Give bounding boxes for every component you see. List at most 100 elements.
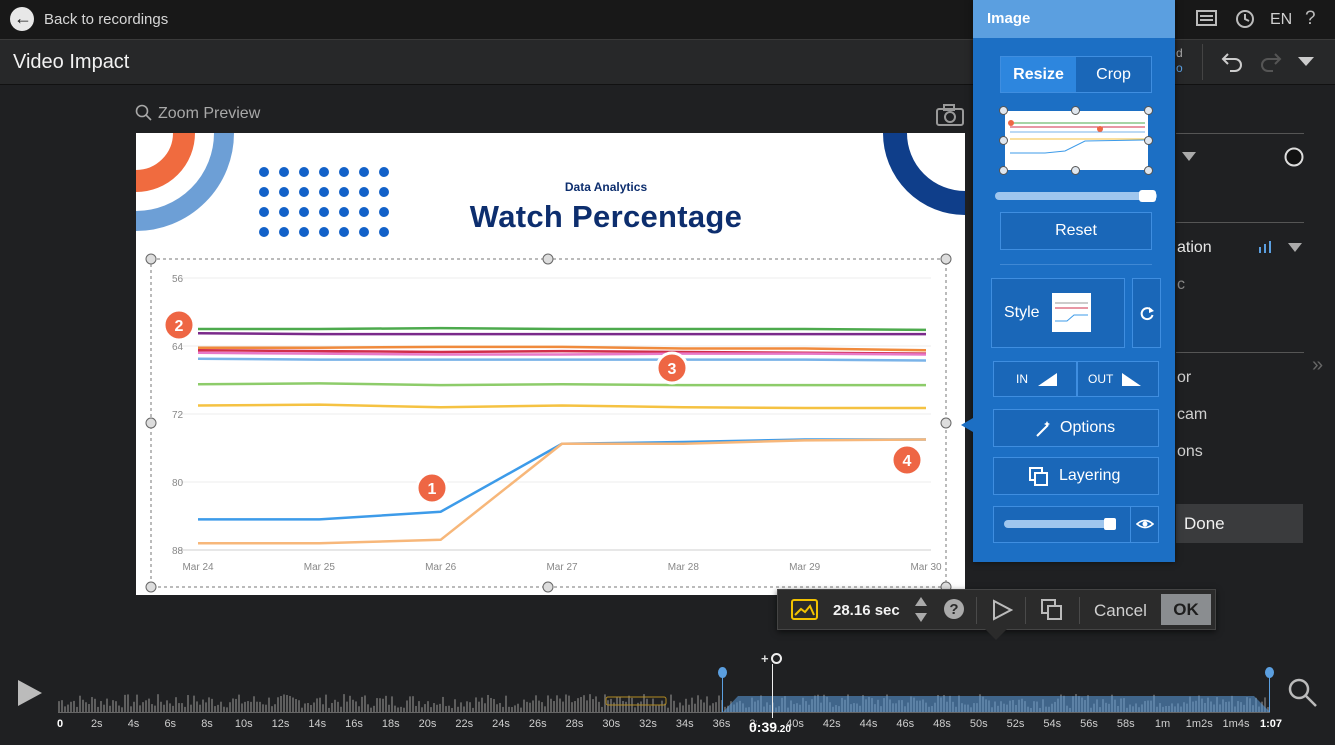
done-button[interactable]: Done — [1176, 504, 1303, 543]
range-start-handle[interactable] — [718, 667, 727, 678]
duplicate-icon[interactable] — [1041, 599, 1063, 621]
refresh-style-button[interactable] — [1132, 278, 1161, 348]
resize-handle[interactable] — [542, 253, 554, 265]
image-clip-icon[interactable] — [791, 599, 818, 620]
layering-button[interactable]: Layering — [993, 457, 1159, 495]
panel-item[interactable]: or — [1177, 369, 1192, 386]
divider — [1176, 222, 1304, 223]
out-animation-button[interactable]: OUT — [1077, 361, 1159, 397]
waveform-bar — [574, 701, 576, 712]
reset-button[interactable]: Reset — [1000, 212, 1152, 250]
add-marker-label[interactable]: + — [761, 651, 769, 666]
preview-canvas[interactable]: Data Analytics Watch Percentage 56 64 72 80… — [136, 133, 965, 595]
timeline-tick-label: 1m4s — [1222, 718, 1250, 730]
back-arrow-icon[interactable]: ← — [10, 7, 34, 31]
waveform-bar — [214, 706, 216, 712]
project-title[interactable]: Video Impact — [13, 51, 130, 73]
crop-handle[interactable] — [1144, 106, 1153, 115]
language-selector[interactable]: EN — [1270, 11, 1293, 28]
panel-item[interactable]: cam — [1177, 406, 1208, 423]
divider — [1000, 264, 1152, 265]
waveform-bar — [67, 704, 69, 712]
waveform-bar — [394, 705, 396, 712]
x-tick-label: Mar 28 — [668, 562, 700, 573]
crop-handle[interactable] — [999, 166, 1008, 175]
redo-icon[interactable] — [1259, 50, 1283, 72]
range-end-handle[interactable] — [1265, 667, 1274, 678]
chevron-down-icon[interactable] — [1288, 243, 1304, 253]
tab-crop[interactable]: Crop — [1096, 66, 1131, 83]
waveform-bar — [199, 704, 201, 712]
crop-handle[interactable] — [1071, 106, 1080, 115]
clip-marker[interactable] — [605, 696, 667, 706]
zoom-timeline-icon[interactable] — [1287, 677, 1319, 709]
chevron-down-icon[interactable] — [1298, 57, 1314, 67]
line-chart[interactable]: 56 64 72 80 88 Mar 24 Mar 25 Mar 26 Mar 27 Mar 2… — [136, 133, 965, 595]
playhead-handle-icon[interactable] — [771, 653, 782, 664]
timeline-waveform[interactable] — [58, 690, 1270, 712]
marker-4-label: 4 — [903, 453, 912, 470]
resize-handle[interactable] — [542, 581, 554, 593]
crop-handle[interactable] — [1144, 166, 1153, 175]
waveform-bar — [217, 704, 219, 712]
timeline-tick-label: 6s — [164, 718, 177, 730]
zoom-preview-button[interactable]: Zoom Preview — [135, 104, 260, 123]
waveform-bar — [601, 706, 603, 712]
play-icon[interactable] — [16, 678, 44, 708]
help-icon[interactable]: ? — [1305, 8, 1316, 29]
playhead-line[interactable] — [772, 664, 773, 718]
crop-handle[interactable] — [999, 136, 1008, 145]
checklist-icon[interactable] — [1196, 9, 1218, 29]
size-slider[interactable] — [995, 192, 1157, 200]
timeline-tick-label: 20s — [418, 718, 437, 730]
opacity-slider[interactable] — [1004, 520, 1116, 528]
size-slider-knob[interactable] — [1138, 190, 1156, 202]
camera-icon[interactable] — [935, 103, 965, 127]
style-button[interactable]: Style — [991, 278, 1125, 348]
waveform-bar — [331, 702, 333, 712]
in-animation-button[interactable]: IN — [993, 361, 1077, 397]
duration-stepper[interactable] — [914, 596, 928, 624]
resize-handle[interactable] — [940, 417, 952, 429]
series-line-6 — [197, 357, 927, 362]
expand-panel-icon[interactable]: » — [1312, 354, 1324, 376]
panel-item[interactable]: ons — [1177, 443, 1203, 460]
waveform-bar — [337, 701, 339, 712]
waveform-bar — [388, 704, 390, 712]
waveform-bar — [613, 702, 615, 712]
tab-resize[interactable]: Resize — [1001, 57, 1076, 92]
timeline-tick-label: 4s — [127, 718, 140, 730]
y-tick-label: 88 — [172, 546, 184, 557]
play-icon[interactable] — [991, 599, 1013, 621]
waveform-bar — [76, 706, 78, 712]
waveform-bar — [343, 694, 345, 712]
options-button[interactable]: Options — [993, 409, 1159, 447]
opacity-slider-knob[interactable] — [1104, 518, 1117, 530]
waveform-bar — [280, 695, 282, 712]
cancel-button[interactable]: Cancel — [1094, 601, 1147, 620]
crop-handle[interactable] — [1071, 166, 1080, 175]
waveform-bar — [259, 701, 261, 712]
resize-handle[interactable] — [145, 253, 157, 265]
selected-clip-range[interactable] — [723, 696, 1270, 712]
resize-handle[interactable] — [145, 581, 157, 593]
waveform-bar — [124, 694, 126, 712]
marker-3: 3 — [655, 351, 689, 385]
waveform-bar — [82, 699, 84, 712]
ok-button[interactable]: OK — [1161, 594, 1211, 625]
chevron-down-icon[interactable] — [1182, 152, 1198, 162]
visibility-eye-icon[interactable] — [1136, 516, 1154, 532]
history-icon[interactable] — [1234, 8, 1256, 30]
undo-icon[interactable] — [1220, 50, 1244, 72]
waveform-bar — [79, 695, 81, 712]
duration-value[interactable]: 28.16 sec — [833, 602, 900, 619]
panel-item: d — [1176, 46, 1183, 60]
crop-handle[interactable] — [1144, 136, 1153, 145]
help-icon[interactable]: ? — [943, 598, 965, 620]
back-to-recordings-link[interactable]: Back to recordings — [44, 11, 169, 28]
crop-handle[interactable] — [999, 106, 1008, 115]
color-swatch-icon[interactable] — [1283, 146, 1305, 168]
resize-handle[interactable] — [145, 417, 157, 429]
resize-handle[interactable] — [940, 253, 952, 265]
image-thumbnail[interactable] — [1005, 111, 1148, 170]
